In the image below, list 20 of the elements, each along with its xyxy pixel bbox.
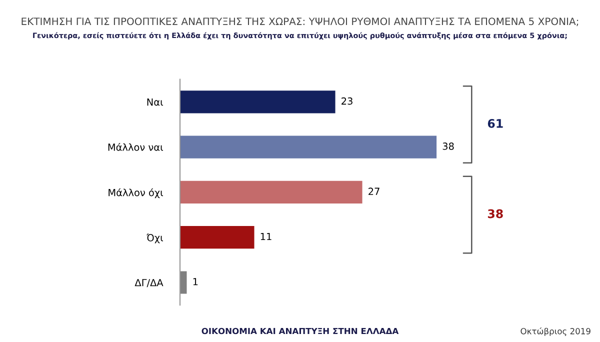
- y-tick-label: Ναι: [147, 98, 163, 106]
- bar: [180, 226, 254, 249]
- y-tick-label: Μάλλον ναι: [108, 142, 163, 151]
- bar: [180, 271, 187, 294]
- y-tick-label: ΔΓ/ΔΑ: [134, 279, 164, 288]
- y-tick-label: Όχι: [146, 233, 163, 244]
- bar: [180, 136, 437, 158]
- text: ΟΙΚΟΝΟΜΙΑ ΚΑΙ ΑΝΑΠΤΥΞΗ ΣΤΗΝ ΕΛΛΑΔΑ: [202, 328, 399, 334]
- text: Οκτώβριος 2019: [520, 328, 590, 336]
- y-tick-label: Μάλλον όχι: [108, 188, 163, 198]
- text: 38: [488, 209, 503, 218]
- text: 61: [488, 118, 503, 128]
- data-label: 38: [442, 142, 454, 150]
- data-label: 11: [260, 232, 272, 240]
- bar: [180, 180, 362, 204]
- chart-title: ΕΚΤΙΜΗΣΗ ΓΙΑ ΤΙΣ ΠΡΟΟΠΤΙΚΕΣ ΑΝΑΠΤΥΞΗΣ ΤΗΣ ΧΩΡΑΣ: ΥΨΗΛΟΙ ΡΥΘΜΟΙ ΑΝΑΠΤΥΞΗΣ ΤΑ ΕΠΟΜΕΝΑ 5 ΧΡΟΝΙΑ;: [22, 18, 578, 26]
- data-label: 1: [193, 278, 198, 286]
- data-label: 23: [342, 97, 352, 105]
- bar: [180, 90, 336, 114]
- data-label: 27: [368, 188, 380, 195]
